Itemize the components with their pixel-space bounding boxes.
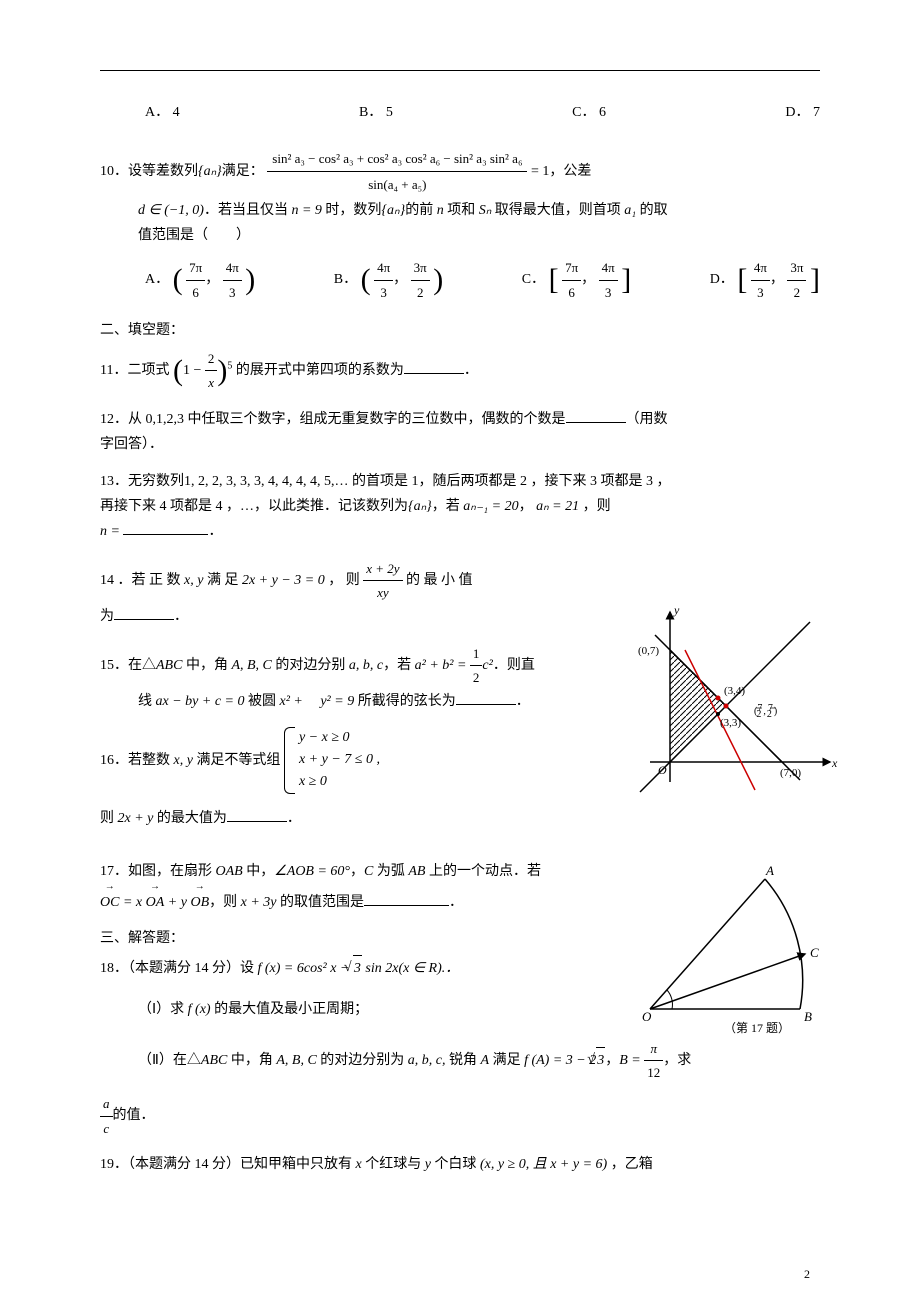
q17: 17．如图，在扇形 OAB 中，∠AOB = 60°，C 为弧 AB 上的一个动…	[100, 859, 610, 915]
q18-part2: （Ⅱ）在△ABC 中，角 A, B, C 的对边分别为 a, b, c, 锐角 …	[100, 1037, 820, 1085]
q18: 18．（本题满分 14 分）设 f (x) = 6cos² x − 3 sin …	[100, 955, 610, 981]
q10-opt-c: C． [ 7π6， 4π3 ]	[522, 256, 632, 304]
q14-number: 14 ．	[100, 573, 132, 588]
q17-figure: O A B C	[630, 859, 830, 1039]
svg-text:B: B	[804, 1009, 812, 1024]
section-2-title: 二、填空题：	[100, 319, 820, 339]
q10-question-tail: 值范围是（ ）	[138, 223, 820, 248]
origin-label: O	[658, 763, 667, 777]
q11: 11．二项式 (1 − 2x)5 的展开式中第四项的系数为．	[100, 347, 820, 395]
svg-text:O: O	[642, 1009, 652, 1024]
vector-oc: OC	[100, 890, 119, 915]
q16-tail: 则 2x + y 的最大值为．	[100, 806, 820, 831]
pt-0-7: (0,7)	[638, 645, 659, 657]
q14-blank	[114, 606, 174, 620]
vector-oa: OA	[146, 890, 165, 915]
axis-x-label: x	[831, 756, 838, 770]
pt-3-4: (3,4)	[724, 685, 745, 697]
q10-opt-d: D． [ 4π3， 3π2 ]	[710, 256, 820, 304]
q10-number: 10．	[100, 164, 128, 179]
q12: 12．从 0,1,2,3 中任取三个数字，组成无重复数字的三位数中，偶数的个数是…	[100, 407, 820, 457]
q9-opt-a: A． 4	[145, 101, 180, 121]
q16-blank	[227, 808, 287, 822]
q10-main-fraction: sin² a₃ − cos² a₃ + cos² a₃ cos² a₆ − si…	[267, 146, 527, 198]
q10-opt-a: A． ( 7π6， 4π3 )	[145, 256, 255, 304]
q16: 16．若整数 x, y 满足不等式组 y − x ≥ 0 x + y − 7 ≤…	[100, 727, 600, 794]
q18-tail: ac的值．	[100, 1092, 820, 1140]
q9-opt-d: D． 7	[785, 101, 820, 121]
page-top-rule	[100, 70, 820, 71]
q10-opt-b: B． ( 4π3， 3π2 )	[334, 256, 444, 304]
q17-blank	[364, 892, 449, 906]
q19-number: 19．	[100, 1157, 128, 1172]
q9-options: A． 4 B． 5 C． 6 D． 7	[100, 101, 820, 121]
vector-ob: OB	[190, 890, 209, 915]
page-number: 2	[804, 1267, 810, 1282]
q16-figure: x y O (0,7) (3,4) (3,3) (7,0) (72,72)	[620, 602, 840, 802]
pt-7-0: (7,0)	[780, 767, 801, 779]
q12-number: 12．	[100, 412, 128, 427]
q15-number: 15．	[100, 658, 128, 673]
svg-text:C: C	[810, 945, 819, 960]
axis-y-label: y	[673, 603, 680, 617]
q16-number: 16．	[100, 752, 128, 767]
q17-number: 17．	[100, 864, 128, 879]
q12-blank	[566, 409, 626, 423]
q17-caption: （第 17 题）	[724, 1019, 790, 1036]
q10-options: A． ( 7π6， 4π3 ) B． ( 4π3， 3π2 ) C． [ 7π6…	[100, 256, 820, 304]
q11-blank	[404, 360, 464, 374]
q18-number: 18．	[100, 961, 128, 976]
q10: 10．设等差数列{aₙ}满足： sin² a₃ − cos² a₃ + cos²…	[100, 146, 820, 304]
svg-text:A: A	[765, 863, 774, 878]
q11-number: 11．	[100, 363, 127, 378]
q9-opt-b: B． 5	[359, 101, 393, 121]
q13-blank	[123, 521, 208, 535]
q19: 19．（本题满分 14 分）已知甲箱中只放有 x 个红球与 y 个白球 (x, …	[100, 1152, 820, 1177]
q13: 13．无穷数列1, 2, 2, 3, 3, 3, 4, 4, 4, 4, 5,……	[100, 469, 820, 545]
q15: 15．在△ABC 中，角 A, B, C 的对边分别 a, b, c，若 a² …	[100, 642, 620, 715]
q9-opt-c: C． 6	[572, 101, 606, 121]
q13-number: 13．	[100, 474, 128, 489]
q16-system: y − x ≥ 0 x + y − 7 ≤ 0 , x ≥ 0	[284, 727, 380, 794]
pt-half: (72,72)	[754, 703, 777, 720]
pt-3-3: (3,3)	[720, 717, 741, 729]
q15-blank	[456, 691, 516, 705]
